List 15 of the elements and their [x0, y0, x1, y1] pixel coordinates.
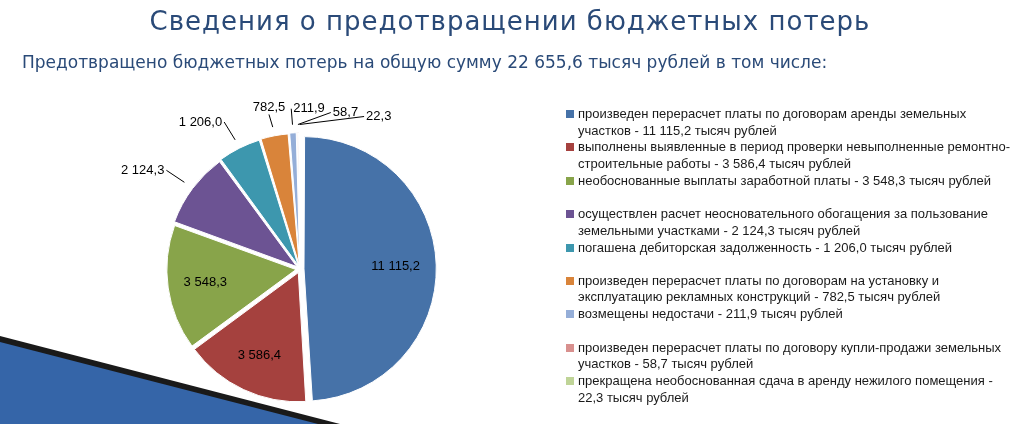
legend-label: прекращена необоснованная сдача в аренду нежилого помещения - 22,3 тысяч рублей — [578, 373, 994, 407]
data-label: 211,9 — [293, 100, 325, 116]
data-label: 2 124,3 — [121, 161, 165, 177]
data-label: 1 206,0 — [178, 113, 223, 129]
data-label: 3 586,4 — [237, 347, 282, 363]
data-label: 3 548,3 — [183, 274, 227, 290]
legend-label: погашена дебиторская задолженность - 1 206,0 тысяч рублей — [578, 239, 953, 257]
legend-label: возмещены недостачи - 211,9 тысяч рублей — [578, 306, 843, 323]
data-label: 782,5 — [252, 99, 286, 115]
legend-label: необоснованные выплаты заработной платы - 3 548,3 тысяч рублей — [578, 172, 992, 190]
data-label: 11 115,2 — [371, 257, 420, 273]
chart-title: Сведения о предотвращении бюджетных потерь — [148, 6, 872, 36]
data-label: 22,3 — [366, 108, 392, 124]
data-label: 58,7 — [332, 104, 359, 120]
chart-subtitle: Предотвращено бюджетных потерь на общую сумму 22 655,6 тысяч рублей в том числе: — [22, 52, 828, 72]
